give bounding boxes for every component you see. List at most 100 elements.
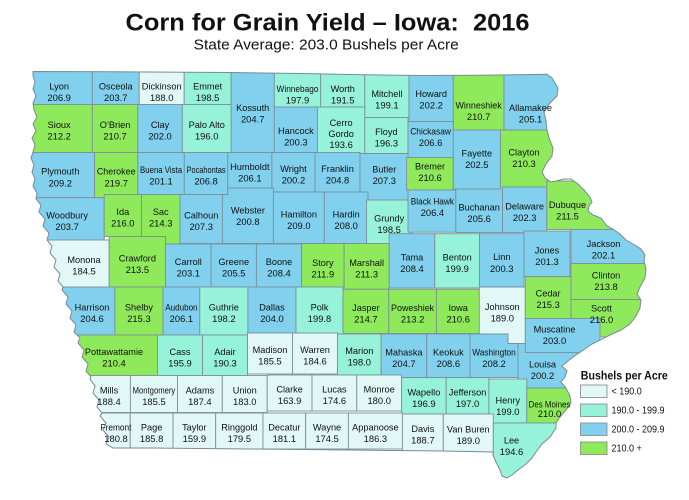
svg-text:Jackson: Jackson	[587, 239, 621, 249]
svg-text:210.6: 210.6	[418, 172, 441, 183]
svg-text:Hardin: Hardin	[333, 209, 360, 219]
svg-text:Cherokee: Cherokee	[97, 167, 136, 177]
svg-text:200.0 - 209.9: 200.0 - 209.9	[612, 425, 665, 436]
svg-text:199.1: 199.1	[375, 100, 398, 111]
svg-text:202.3: 202.3	[513, 212, 536, 223]
svg-text:201.1: 201.1	[149, 176, 172, 187]
svg-text:181.1: 181.1	[273, 433, 296, 444]
svg-text:205.5: 205.5	[222, 268, 245, 279]
svg-text:210.6: 210.6	[446, 314, 469, 325]
svg-text:185.8: 185.8	[140, 433, 163, 444]
svg-text:194.6: 194.6	[500, 446, 523, 457]
svg-text:Mahaska: Mahaska	[385, 347, 423, 357]
svg-text:209.2: 209.2	[49, 177, 72, 188]
svg-text:189.0: 189.0	[457, 435, 480, 446]
svg-text:Marshall: Marshall	[349, 258, 384, 268]
svg-text:Mills: Mills	[100, 386, 119, 396]
svg-text:Sac: Sac	[153, 207, 169, 217]
svg-text:198.5: 198.5	[377, 224, 400, 235]
svg-text:210.0: 210.0	[538, 408, 561, 419]
svg-text:216.0: 216.0	[111, 218, 134, 229]
svg-text:< 190.0: < 190.0	[612, 387, 642, 398]
svg-text:191.5: 191.5	[331, 95, 354, 106]
svg-text:193.6: 193.6	[329, 139, 352, 150]
svg-text:Audubon: Audubon	[165, 303, 197, 313]
svg-text:206.9: 206.9	[47, 92, 70, 103]
svg-text:Story: Story	[312, 258, 334, 268]
svg-text:Shelby: Shelby	[125, 303, 153, 313]
svg-text:Linn: Linn	[493, 252, 510, 262]
svg-text:Greene: Greene	[218, 257, 249, 267]
svg-text:Osceola: Osceola	[99, 82, 134, 92]
svg-text:Clarke: Clarke	[276, 385, 303, 395]
svg-text:Wayne: Wayne	[313, 423, 341, 433]
svg-text:Page: Page	[141, 423, 162, 433]
svg-text:209.0: 209.0	[287, 220, 310, 231]
svg-text:219.7: 219.7	[104, 177, 127, 188]
svg-text:Decatur: Decatur	[268, 423, 300, 433]
svg-text:200.3: 200.3	[284, 137, 307, 148]
svg-text:Dubuque: Dubuque	[549, 200, 586, 210]
svg-text:210.4: 210.4	[102, 358, 125, 369]
svg-text:Plymouth: Plymouth	[41, 167, 79, 177]
svg-text:190.3: 190.3	[213, 358, 236, 369]
svg-text:197.9: 197.9	[286, 95, 309, 106]
svg-text:Lucas: Lucas	[322, 385, 347, 395]
svg-text:State Average: 203.0 Bushels p: State Average: 203.0 Bushels per Acre	[194, 38, 459, 54]
svg-text:Sioux: Sioux	[48, 120, 71, 130]
svg-text:188.4: 188.4	[97, 396, 120, 407]
svg-text:Cerro: Cerro	[330, 118, 353, 128]
svg-text:Monroe: Monroe	[364, 385, 395, 395]
svg-text:Butler: Butler	[372, 165, 396, 175]
svg-text:Carroll: Carroll	[175, 257, 202, 267]
svg-text:213.8: 213.8	[594, 281, 617, 292]
svg-text:185.5: 185.5	[142, 396, 165, 407]
svg-text:Floyd: Floyd	[375, 127, 397, 137]
svg-text:Des Moines: Des Moines	[529, 400, 571, 410]
svg-text:Jefferson: Jefferson	[449, 387, 487, 397]
svg-text:187.4: 187.4	[188, 396, 211, 407]
svg-text:Davis: Davis	[411, 424, 434, 434]
svg-text:199.0: 199.0	[496, 406, 519, 417]
svg-text:Henry: Henry	[496, 396, 521, 406]
svg-text:Adair: Adair	[214, 347, 235, 357]
svg-text:195.9: 195.9	[168, 358, 191, 369]
svg-text:203.7: 203.7	[104, 92, 127, 103]
svg-text:216.0: 216.0	[590, 314, 613, 325]
svg-text:206.4: 206.4	[421, 207, 444, 218]
svg-text:206.1: 206.1	[238, 172, 261, 183]
svg-text:174.5: 174.5	[315, 433, 338, 444]
svg-text:Mitchell: Mitchell	[371, 89, 402, 99]
svg-text:Jasper: Jasper	[352, 303, 380, 313]
svg-text:Fremont: Fremont	[101, 423, 132, 433]
svg-text:210.7: 210.7	[467, 111, 490, 122]
svg-text:Taylor: Taylor	[182, 423, 207, 433]
svg-text:Wapello: Wapello	[407, 387, 440, 397]
svg-text:203.1: 203.1	[177, 268, 200, 279]
svg-text:210.3: 210.3	[512, 158, 535, 169]
svg-text:212.2: 212.2	[47, 131, 70, 142]
svg-text:200.8: 200.8	[236, 216, 259, 227]
svg-text:Winneshiek: Winneshiek	[456, 101, 503, 111]
svg-text:211.3: 211.3	[355, 269, 378, 280]
svg-text:211.5: 211.5	[556, 211, 579, 222]
svg-text:196.3: 196.3	[375, 138, 398, 149]
svg-text:Corn for Grain Yield – Iowa:: Corn for Grain Yield – Iowa: 2016	[126, 10, 530, 37]
svg-text:Van Buren: Van Buren	[447, 425, 490, 435]
svg-text:Delaware: Delaware	[505, 201, 544, 211]
svg-text:Polk: Polk	[311, 303, 329, 313]
svg-text:Muscatine: Muscatine	[534, 325, 576, 335]
svg-text:203.0: 203.0	[543, 335, 566, 346]
svg-text:208.4: 208.4	[267, 268, 290, 279]
svg-text:Clay: Clay	[151, 120, 170, 130]
svg-text:Johnson: Johnson	[485, 302, 520, 312]
svg-text:211.9: 211.9	[311, 269, 334, 280]
svg-text:196.9: 196.9	[412, 398, 435, 409]
svg-text:200.2: 200.2	[282, 174, 305, 185]
svg-text:188.7: 188.7	[411, 435, 434, 446]
svg-text:Adams: Adams	[186, 386, 215, 396]
svg-text:Scott: Scott	[591, 304, 612, 314]
svg-text:Appanoose: Appanoose	[352, 423, 399, 433]
svg-text:Washington: Washington	[472, 347, 516, 357]
svg-text:Woodbury: Woodbury	[46, 211, 88, 221]
